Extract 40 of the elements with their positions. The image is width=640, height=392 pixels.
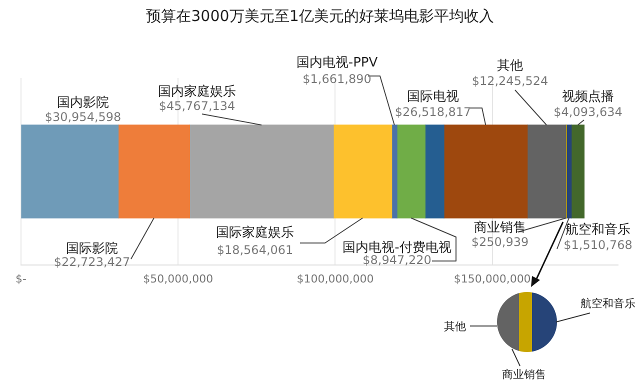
text: 其他 [497, 58, 523, 74]
series-label: 视频点播 [562, 89, 614, 104]
series-label: 航空和音乐 [566, 222, 630, 238]
data-label: $18,564,061 [216, 243, 294, 258]
bar [570, 124, 585, 218]
bar [118, 124, 190, 218]
data-label: $1,661,890 [302, 72, 372, 86]
x-tick-label: $150,000,000 [454, 272, 531, 286]
bar [444, 124, 528, 218]
text: 商业销售 [502, 368, 546, 381]
data-label: $8,947,220 [362, 253, 432, 268]
data-label: $250,939 [471, 235, 529, 250]
bar [189, 124, 334, 218]
series-label: 国内影院 [57, 95, 109, 110]
series-label: 国内家庭娱乐 [158, 83, 236, 100]
data-label: $45,767,134 [158, 99, 236, 114]
bar [526, 124, 566, 218]
text: 国内电视-付费电视 [342, 240, 452, 256]
data-label: $12,245,524 [472, 74, 548, 88]
bar [21, 124, 119, 218]
data-label: $4,093,634 [554, 105, 622, 120]
text: 商业销售 [474, 220, 526, 236]
series-label: 国际电视 [407, 89, 459, 104]
text: 其他 [444, 320, 466, 333]
text: 航空和音乐 [580, 297, 636, 310]
text: 国际家庭娱乐 [216, 224, 294, 240]
bar [396, 124, 426, 218]
data-label: $26,518,817 [394, 105, 472, 120]
series-label: 国际影院 [66, 241, 118, 256]
bar [424, 124, 444, 218]
x-tick-label: $- [16, 272, 27, 286]
bar [333, 124, 392, 218]
x-tick-label: $100,000,000 [296, 272, 374, 286]
data-label: $22,723,427 [54, 255, 130, 270]
bar [391, 124, 398, 218]
chart-title: 预算在3000万美元至1亿美元的好莱坞电影平均收入 [145, 7, 495, 26]
data-label: $30,954,598 [44, 110, 122, 124]
x-tick-label: $50,000,000 [143, 272, 214, 286]
text: 国内电视-PPV [296, 55, 378, 70]
data-label: $1,510,768 [564, 238, 632, 252]
